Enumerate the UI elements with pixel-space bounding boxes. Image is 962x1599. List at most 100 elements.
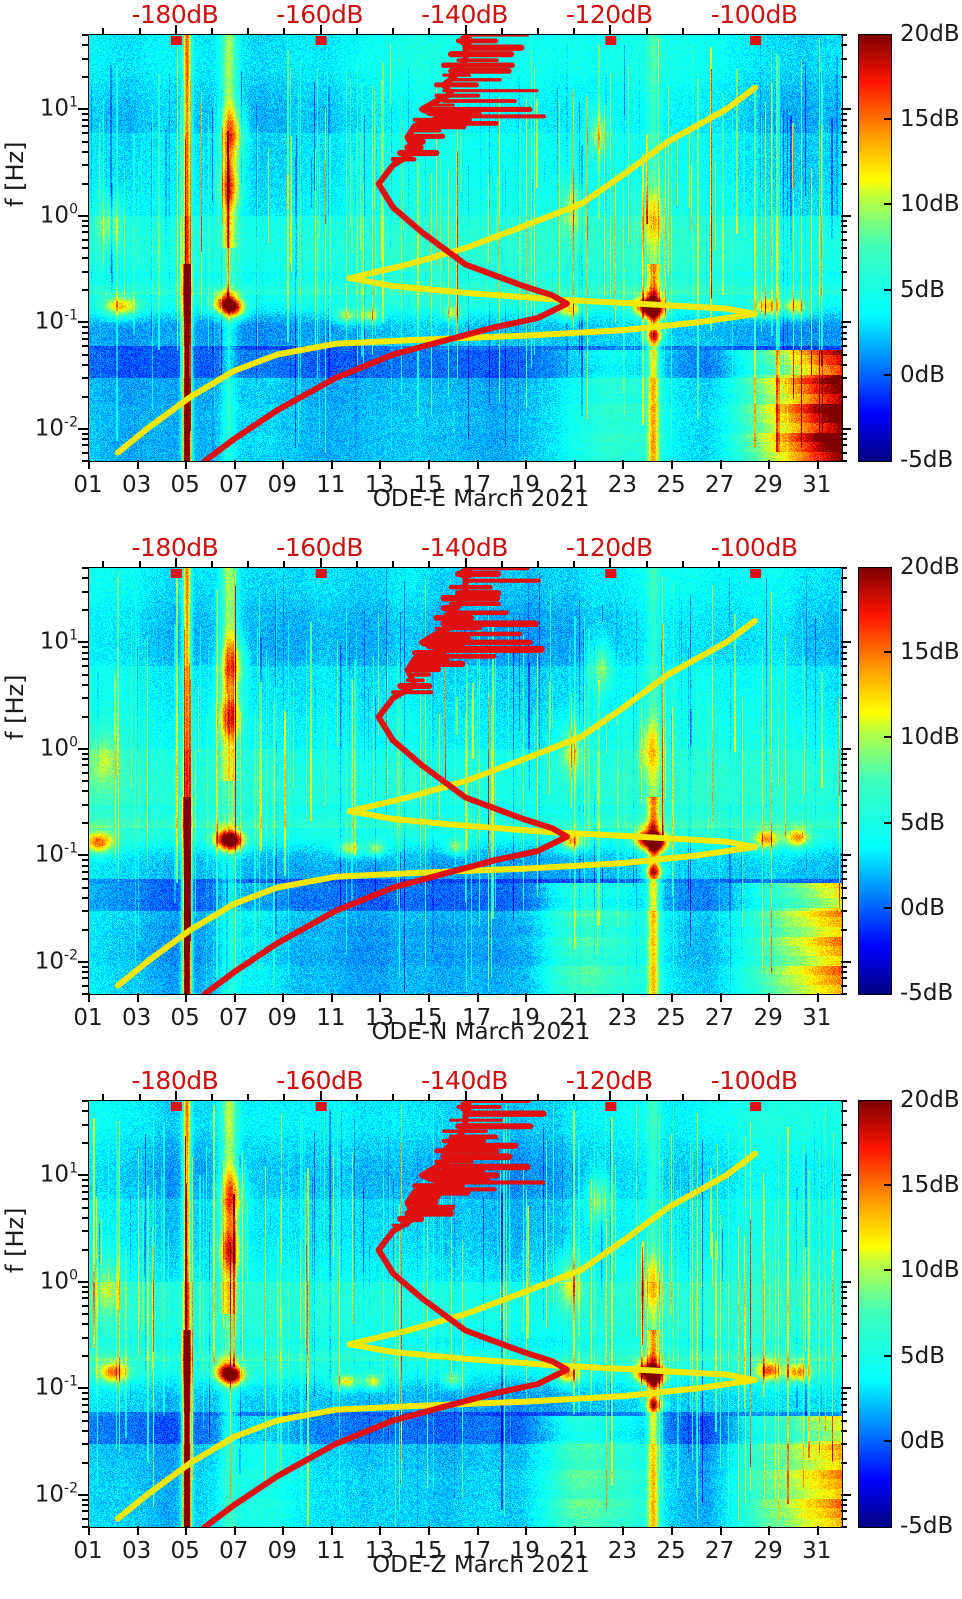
spectrogram-panel-0: -180dB -160dB -140dB -120dB -100dB f [Hz] OD… bbox=[0, 0, 962, 533]
y-axis-tick-right bbox=[841, 225, 847, 228]
y-axis-tick-right bbox=[841, 353, 847, 356]
x-tick-label-0-8: 17 bbox=[462, 472, 492, 498]
y-axis-tick-right bbox=[841, 1110, 847, 1113]
y-axis-tick bbox=[82, 822, 88, 825]
y-axis-tick bbox=[82, 878, 88, 881]
colorbar-tick-label-1-4: 0dB bbox=[900, 894, 946, 921]
x-tick-label-0-4: 09 bbox=[267, 472, 297, 498]
y-axis-tick-right bbox=[841, 984, 847, 987]
y-axis-tick bbox=[82, 34, 88, 36]
y-axis-tick bbox=[82, 150, 88, 153]
y-axis-tick bbox=[82, 460, 88, 462]
x-tick-label-0-5: 11 bbox=[316, 472, 346, 498]
top-axis-tick bbox=[609, 558, 612, 567]
top-axis-tick bbox=[174, 25, 177, 34]
x-tick-label-1-12: 25 bbox=[656, 1005, 686, 1031]
x-tick-label-0-15: 31 bbox=[802, 472, 832, 498]
x-tick-label-2-0: 01 bbox=[73, 1538, 103, 1564]
x-tick-label-1-7: 15 bbox=[413, 1005, 443, 1031]
top-axis-marker-4 bbox=[750, 36, 762, 45]
colorbar-tick-label-1-5: -5dB bbox=[900, 980, 954, 1006]
top-db-tick-label-1-4: -100dB bbox=[710, 533, 798, 562]
y-tick-label-0-2: 10-1 bbox=[34, 308, 78, 335]
top-axis-tick bbox=[717, 28, 720, 34]
y-axis-tick bbox=[82, 715, 88, 718]
y-axis-tick bbox=[82, 231, 88, 234]
y-tick-label-2-1: 100 bbox=[39, 1267, 78, 1295]
top-axis-tick bbox=[355, 28, 358, 34]
top-axis-tick bbox=[211, 1094, 214, 1100]
y-axis-tick-right bbox=[841, 451, 847, 454]
x-tick-label-1-11: 23 bbox=[607, 1005, 638, 1031]
y-axis-tick-right bbox=[841, 1323, 847, 1326]
x-tick-label-2-10: 21 bbox=[559, 1538, 589, 1564]
y-axis-tick bbox=[82, 577, 88, 580]
top-db-tick-label-2-4: -100dB bbox=[710, 1066, 798, 1095]
y-axis-tick-right bbox=[841, 44, 847, 47]
top-axis-tick bbox=[392, 561, 395, 567]
x-tick-label-2-4: 09 bbox=[267, 1538, 297, 1564]
y-axis-tick-right bbox=[841, 76, 847, 79]
top-axis-tick bbox=[645, 561, 648, 567]
x-axis-tick bbox=[88, 993, 90, 1002]
colorbar-tick bbox=[884, 906, 891, 909]
y-axis-tick bbox=[82, 1179, 88, 1182]
y-axis-tick bbox=[82, 238, 88, 241]
y-axis-tick bbox=[82, 247, 88, 249]
colorbar-1 bbox=[858, 567, 892, 995]
y-axis-tick bbox=[78, 641, 88, 644]
y-axis-tick bbox=[82, 345, 88, 348]
y-axis-tick-right bbox=[841, 57, 847, 60]
top-axis-marker-4 bbox=[750, 569, 762, 578]
y-axis-tick-right bbox=[841, 1526, 847, 1528]
y-axis-tick bbox=[82, 132, 88, 135]
top-axis-tick bbox=[464, 558, 467, 567]
y-axis-tick bbox=[82, 118, 88, 121]
x-axis-tick bbox=[88, 460, 90, 469]
y-axis-tick-right bbox=[841, 790, 847, 793]
colorbar-tick bbox=[884, 118, 891, 121]
x-axis-tick bbox=[185, 460, 188, 469]
y-axis-tick-right bbox=[841, 822, 847, 825]
colorbar-gradient-0 bbox=[859, 35, 891, 461]
y-axis-tick-right bbox=[841, 363, 847, 366]
plot-area-2 bbox=[88, 1100, 843, 1528]
y-axis-tick-right bbox=[841, 1280, 851, 1283]
top-axis-marker-0 bbox=[170, 36, 182, 45]
y-axis-tick bbox=[78, 214, 88, 217]
top-axis-tick bbox=[573, 28, 576, 34]
x-axis-tick bbox=[428, 1526, 431, 1535]
y-axis-tick bbox=[82, 752, 88, 755]
x-axis-tick bbox=[136, 993, 139, 1002]
y-axis-tick-right bbox=[841, 182, 847, 185]
colorbar-tick-label-1-3: 5dB bbox=[900, 809, 946, 836]
y-axis-tick bbox=[82, 993, 88, 995]
x-axis-tick bbox=[185, 993, 188, 1002]
y-axis-tick bbox=[82, 1411, 88, 1414]
y-axis-tick-right bbox=[841, 289, 847, 292]
y-axis-tick-right bbox=[841, 928, 847, 931]
x-tick-label-0-12: 25 bbox=[656, 472, 686, 498]
colorbar-tick-label-1-2: 10dB bbox=[900, 724, 960, 751]
y-axis-tick-right bbox=[841, 1411, 847, 1414]
y-axis-tick bbox=[82, 910, 88, 913]
y-axis-tick-right bbox=[841, 771, 847, 774]
x-tick-label-1-9: 19 bbox=[510, 1005, 540, 1031]
x-tick-label-0-14: 29 bbox=[753, 472, 783, 498]
y-axis-tick bbox=[82, 1397, 88, 1400]
x-axis-tick bbox=[428, 993, 431, 1002]
top-axis-marker-2 bbox=[460, 1102, 472, 1111]
y-axis-tick-right bbox=[841, 108, 851, 111]
low-noise-model-curve bbox=[115, 84, 759, 456]
y-axis-tick-right bbox=[841, 758, 847, 761]
y-axis-tick bbox=[82, 683, 88, 686]
y-axis-tick-right bbox=[841, 377, 847, 380]
y-axis-tick bbox=[82, 432, 88, 435]
y-axis-tick-right bbox=[841, 577, 847, 580]
x-axis-tick bbox=[670, 993, 673, 1002]
y-axis-tick-right bbox=[841, 270, 847, 273]
y-axis-tick-right bbox=[841, 1493, 851, 1496]
y-axis-tick-right bbox=[841, 427, 851, 430]
y-axis-tick-right bbox=[841, 132, 847, 135]
top-axis-tick bbox=[319, 25, 322, 34]
